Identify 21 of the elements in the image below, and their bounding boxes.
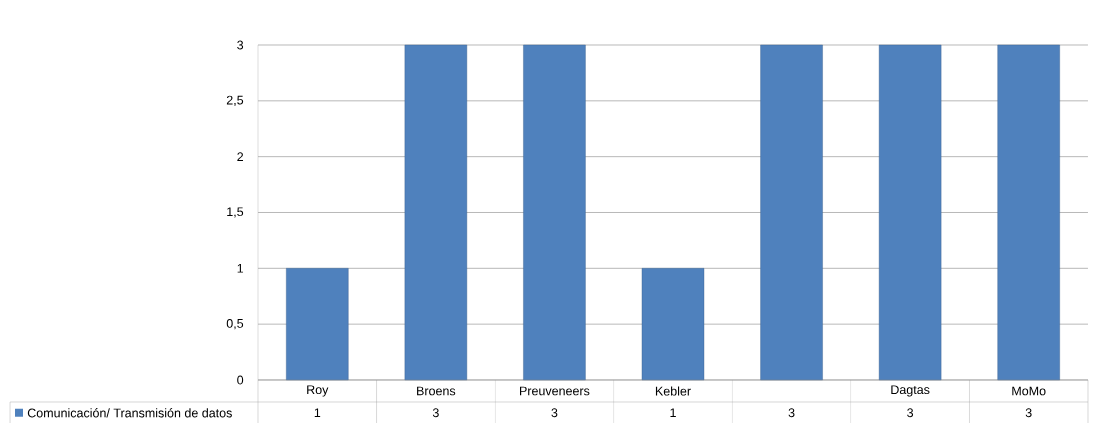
x-tick-label: Roy: [307, 385, 329, 397]
data-label: 1: [670, 408, 676, 418]
legend-label: Comunicación/ Transmisión de datos: [27, 408, 232, 418]
x-tick-label: MoMo: [1012, 386, 1046, 396]
y-tick-label: 3: [237, 40, 244, 50]
y-tick-label: 0,5: [226, 319, 244, 330]
x-tick-label: Kebler: [655, 386, 691, 396]
data-label: 3: [788, 408, 795, 418]
data-label: 3: [551, 408, 558, 418]
data-label: 3: [1025, 408, 1032, 418]
y-tick-label: 1,5: [227, 207, 244, 218]
data-label: 3: [907, 408, 914, 418]
y-tick-label: 1: [237, 264, 244, 273]
y-tick-label: 0: [237, 375, 244, 385]
data-label: 3: [432, 408, 439, 418]
x-tick-label: Preuveneers: [520, 386, 590, 396]
y-tick-label: 2: [237, 152, 244, 162]
x-tick-label: Dagtas: [891, 385, 930, 397]
x-tick-label: Broens: [417, 386, 456, 396]
y-tick-label: 2,5: [226, 95, 244, 106]
data-label: 1: [314, 408, 321, 418]
